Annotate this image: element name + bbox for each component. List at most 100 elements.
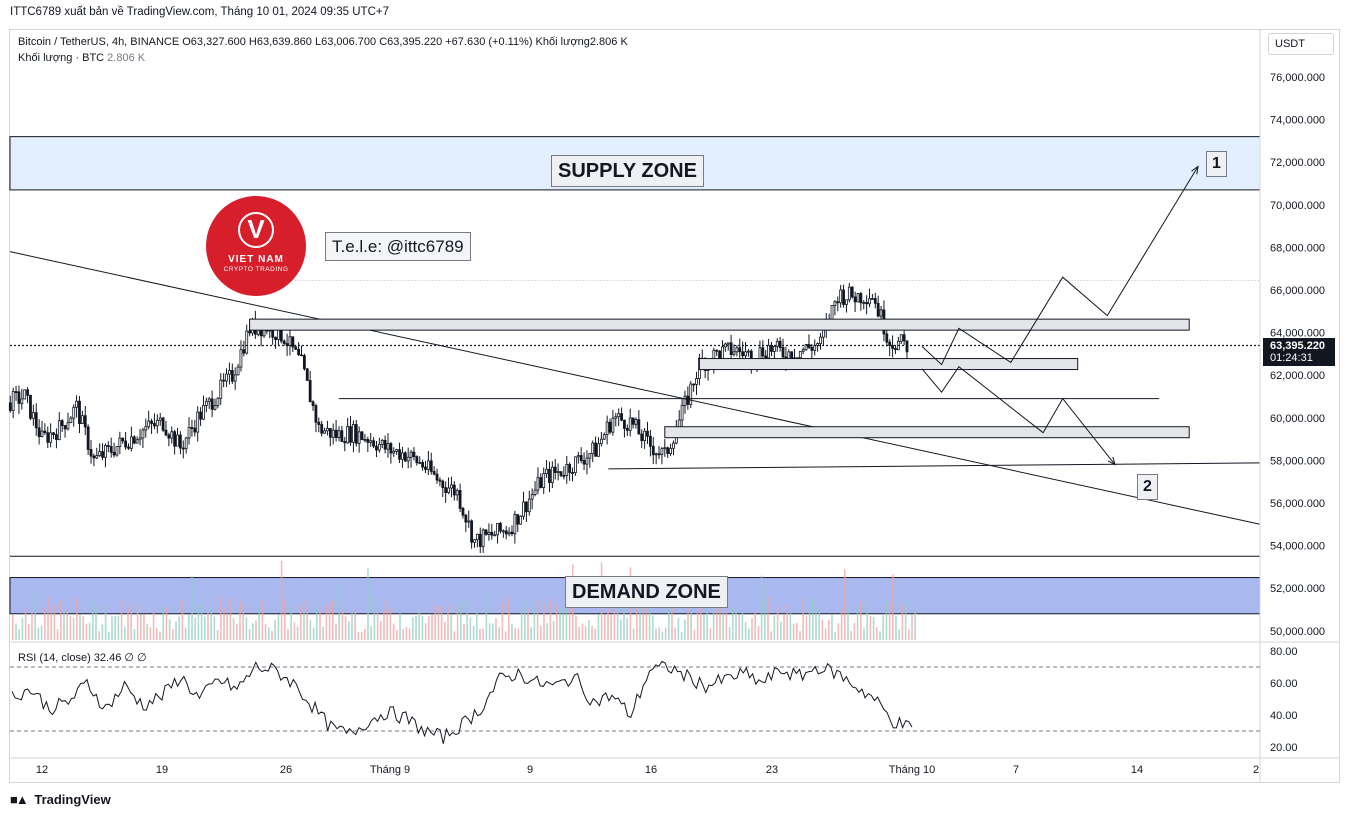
candle-body bbox=[513, 514, 517, 535]
candle-body bbox=[781, 347, 785, 358]
candle-body bbox=[452, 484, 456, 496]
volume-bar bbox=[37, 627, 40, 640]
candle-body bbox=[343, 441, 347, 444]
volume-bar bbox=[757, 625, 760, 640]
scenario-2-label[interactable]: 2 bbox=[1137, 474, 1158, 500]
volume-bar bbox=[232, 618, 235, 640]
price-tick-label: 64,000.000 bbox=[1270, 328, 1325, 340]
candle-body bbox=[187, 427, 191, 439]
candle-body bbox=[127, 446, 130, 449]
candle-body bbox=[770, 345, 773, 352]
price-tick-label: 62,000.000 bbox=[1270, 370, 1325, 382]
volume-bar bbox=[588, 620, 590, 640]
bar-countdown: 01:24:31 bbox=[1270, 352, 1313, 364]
candle-body bbox=[579, 455, 583, 461]
candle-body bbox=[236, 366, 240, 376]
volume-bar bbox=[175, 621, 177, 640]
candle-body bbox=[17, 391, 21, 404]
supply-zone-label[interactable]: SUPPLY ZONE bbox=[551, 155, 704, 187]
volume-bar bbox=[549, 598, 552, 640]
telegram-label[interactable]: T.e.l.e: @ittc6789 bbox=[325, 232, 471, 261]
volume-bar bbox=[216, 630, 219, 640]
volume-bar bbox=[114, 616, 116, 640]
candle-body bbox=[519, 515, 523, 525]
candle-body bbox=[637, 419, 641, 435]
volume-bar bbox=[821, 619, 824, 640]
currency-selector[interactable]: USDT bbox=[1268, 33, 1334, 55]
volume-bar bbox=[188, 614, 190, 640]
volume-bar bbox=[191, 575, 193, 640]
candle-body bbox=[412, 451, 416, 457]
candle-body bbox=[55, 434, 58, 440]
demand-zone-label[interactable]: DEMAND ZONE bbox=[565, 576, 728, 608]
candle-body bbox=[646, 430, 649, 437]
candle-body bbox=[458, 490, 462, 509]
volume-bar bbox=[287, 628, 289, 640]
volume-bar bbox=[853, 622, 856, 640]
volume-bar bbox=[424, 623, 427, 640]
candle-body bbox=[311, 401, 315, 406]
volume-bar bbox=[911, 614, 913, 640]
tradingview-footer[interactable]: ■▲ TradingView bbox=[10, 792, 111, 807]
volume-bar bbox=[389, 608, 392, 640]
volume-bar bbox=[370, 626, 372, 640]
candle-body bbox=[98, 451, 102, 456]
candle-body bbox=[386, 443, 390, 450]
candle-body bbox=[403, 452, 407, 462]
candle-body bbox=[207, 398, 211, 402]
volume-bar bbox=[892, 574, 894, 640]
candle-body bbox=[631, 417, 635, 425]
candle-body bbox=[683, 395, 687, 406]
candle-body bbox=[297, 348, 301, 356]
volume-bar bbox=[50, 612, 52, 640]
volume-bar bbox=[229, 598, 232, 640]
volume-bar bbox=[802, 598, 804, 640]
volume-bar bbox=[197, 604, 200, 640]
candle-body bbox=[29, 394, 32, 419]
volume-bar bbox=[904, 598, 907, 640]
attribution-header: ITTC6789 xuất bản về TradingView.com, Th… bbox=[10, 6, 389, 18]
volume-bar bbox=[508, 597, 510, 640]
volume-bar bbox=[152, 610, 155, 640]
volume-bar bbox=[498, 627, 500, 640]
candle-body bbox=[772, 345, 776, 352]
volume-bar bbox=[421, 615, 424, 640]
volume-bar bbox=[671, 605, 673, 640]
price-tick-label: 50,000.000 bbox=[1270, 626, 1325, 638]
candle-body bbox=[31, 412, 35, 419]
candle-body bbox=[856, 293, 860, 303]
candle-body bbox=[660, 448, 664, 455]
volume-bar bbox=[172, 629, 174, 640]
volume-bar bbox=[898, 629, 900, 640]
volume-bar bbox=[213, 616, 216, 640]
candle-body bbox=[473, 539, 476, 543]
candle-body bbox=[588, 453, 592, 459]
candle-body bbox=[522, 501, 525, 517]
candle-body bbox=[176, 434, 179, 447]
candle-body bbox=[594, 442, 597, 457]
candle-body bbox=[11, 391, 15, 411]
volume-bar bbox=[610, 615, 612, 640]
candle-body bbox=[112, 451, 116, 456]
volume-bar bbox=[447, 606, 449, 640]
candle-body bbox=[375, 445, 378, 451]
scenario-1-label[interactable]: 1 bbox=[1206, 151, 1227, 177]
candle-body bbox=[14, 391, 18, 393]
candle-body bbox=[213, 404, 217, 410]
volume-bar bbox=[527, 608, 529, 640]
volume-bar bbox=[562, 612, 564, 640]
candle-body bbox=[464, 514, 468, 523]
volume-bar bbox=[380, 621, 382, 640]
candle-body bbox=[527, 498, 531, 513]
volume-bar bbox=[520, 612, 523, 640]
volume-bar bbox=[882, 615, 884, 640]
candle-body bbox=[764, 355, 768, 359]
time-tick-label: 19 bbox=[156, 764, 168, 776]
candle-body bbox=[377, 443, 381, 451]
candle-body bbox=[314, 405, 318, 423]
rsi-legend: RSI (14, close) 32.46 ∅ ∅ bbox=[18, 651, 147, 664]
candle-body bbox=[859, 293, 863, 304]
candle-body bbox=[155, 419, 159, 427]
volume-bar bbox=[341, 610, 344, 640]
